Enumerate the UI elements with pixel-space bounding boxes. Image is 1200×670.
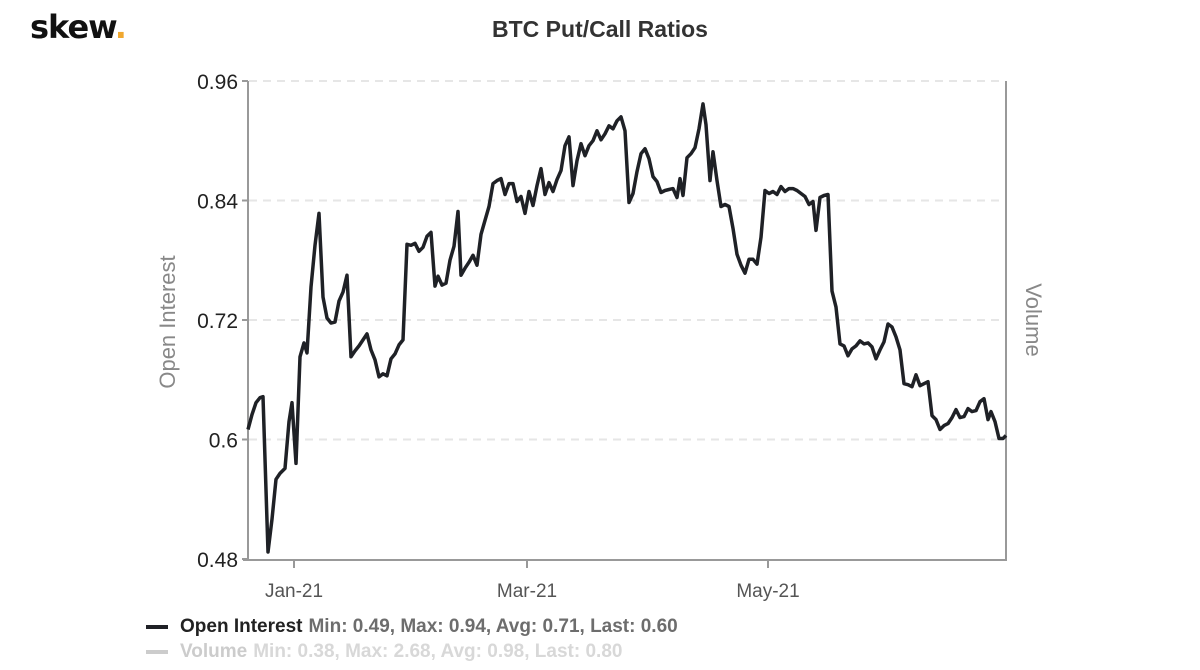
legend-swatch-open-interest [146, 624, 168, 629]
logo-text: skew [30, 8, 116, 46]
skew-logo: skew. [30, 8, 127, 46]
x-axis-ticks: Jan-21 Mar-21 May-21 [265, 560, 800, 602]
y-tick-label: 0.6 [209, 430, 238, 453]
legend-stats: Min: 0.49, Max: 0.94, Avg: 0.71, Last: 0… [308, 616, 678, 637]
x-tick-label: May-21 [736, 581, 799, 602]
legend-item-volume[interactable]: Volume Min: 0.38, Max: 2.68, Avg: 0.98, … [146, 639, 678, 664]
logo-dot: . [114, 8, 127, 46]
legend-label: Open Interest [180, 616, 303, 637]
y-tick-label: 0.72 [197, 310, 238, 333]
y-tick-label: 0.96 [197, 71, 238, 94]
legend-label: Volume [180, 641, 248, 662]
y-tick-label: 0.48 [197, 549, 238, 572]
x-tick-label: Jan-21 [265, 581, 323, 602]
y-axis-label-left: Open Interest [155, 255, 180, 388]
y-axis-label-right: Volume [1021, 283, 1046, 356]
legend-item-open-interest[interactable]: Open Interest Min: 0.49, Max: 0.94, Avg:… [146, 614, 678, 639]
open-interest-line [246, 102, 1008, 554]
y-tick-label: 0.84 [197, 191, 238, 214]
y-axis-ticks: 0.96 0.84 0.72 0.6 0.48 [197, 71, 248, 572]
legend-stats: Min: 0.38, Max: 2.68, Avg: 0.98, Last: 0… [253, 641, 623, 662]
legend-swatch-volume [146, 649, 168, 654]
x-tick-label: Mar-21 [497, 581, 557, 602]
legend: Open Interest Min: 0.49, Max: 0.94, Avg:… [146, 614, 678, 664]
chart-title: BTC Put/Call Ratios [492, 16, 708, 42]
